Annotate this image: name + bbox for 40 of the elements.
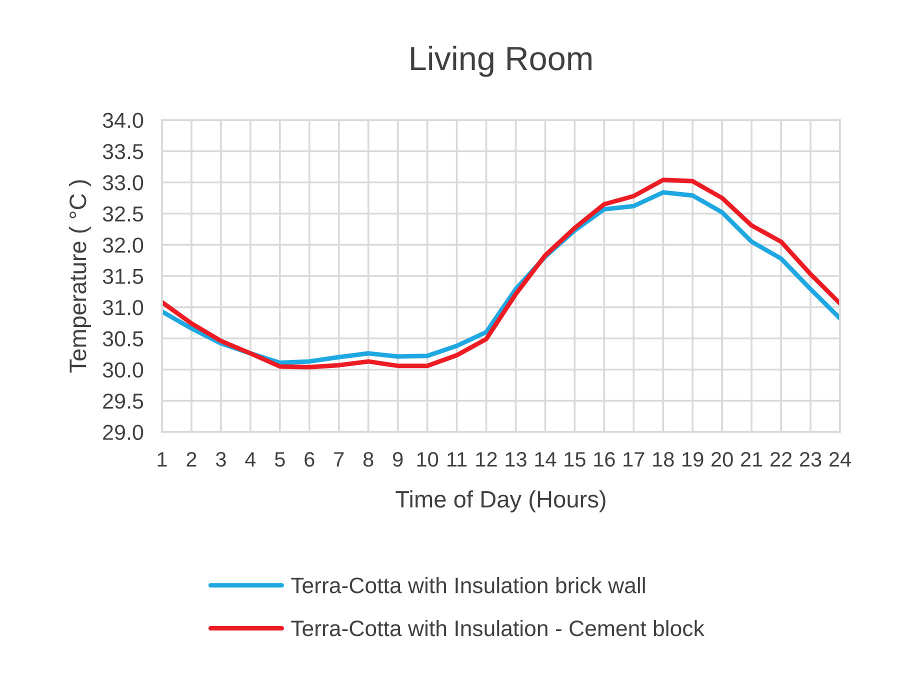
x-tick-label: 6 — [304, 452, 314, 467]
x-tick-label: 19 — [682, 452, 704, 467]
x-tick-label: 3 — [216, 452, 226, 467]
y-tick-label: 31.0 — [102, 300, 144, 316]
x-tick-label: 20 — [712, 452, 733, 467]
x-tick-label: 15 — [564, 452, 586, 467]
x-tick-label: 7 — [334, 452, 344, 467]
y-tick-label: 33.0 — [102, 175, 144, 190]
x-tick-label: 11 — [448, 452, 467, 467]
x-tick-label: 17 — [624, 452, 644, 467]
x-tick-label: 16 — [594, 452, 615, 467]
x-tick-label: 13 — [506, 452, 526, 467]
x-tick-label: 22 — [770, 452, 792, 467]
x-tick-label: 23 — [800, 452, 822, 467]
x-tick-label: 4 — [245, 452, 256, 467]
y-tick-label: 31.5 — [102, 268, 144, 284]
y-tick-label: 32.0 — [102, 238, 144, 253]
y-tick-label: 34.0 — [102, 112, 144, 128]
y-tick-label: 32.5 — [102, 206, 144, 222]
x-tick-label: 12 — [476, 452, 497, 467]
y-tick-label: 30.5 — [102, 331, 144, 346]
x-tick-label: 24 — [829, 452, 851, 467]
legend-label: Terra-Cotta with Insulation brick wall — [291, 577, 645, 594]
x-tick-label: 5 — [274, 452, 285, 467]
chart-title: Living Room — [411, 46, 592, 77]
x-tick-label: 8 — [363, 452, 374, 467]
x-tick-label: 21 — [741, 452, 762, 467]
x-tick-label: 18 — [653, 452, 674, 467]
x-tick-label: 1 — [158, 452, 167, 467]
x-axis-title: Time of Day (Hours) — [396, 490, 606, 512]
x-tick-label: 14 — [535, 452, 556, 467]
x-tick-label: 10 — [417, 452, 438, 467]
x-tick-label: 9 — [393, 452, 403, 467]
legend-label: Terra-Cotta with Insulation - Cement block — [291, 620, 704, 636]
y-tick-label: 29.5 — [103, 394, 144, 409]
y-tick-label: 33.5 — [102, 144, 144, 160]
y-axis-title: Temperature ( °C ) — [68, 180, 91, 373]
x-tick-label: 2 — [186, 452, 196, 467]
y-tick-label: 29.0 — [103, 424, 144, 440]
y-tick-label: 30.0 — [102, 362, 144, 378]
